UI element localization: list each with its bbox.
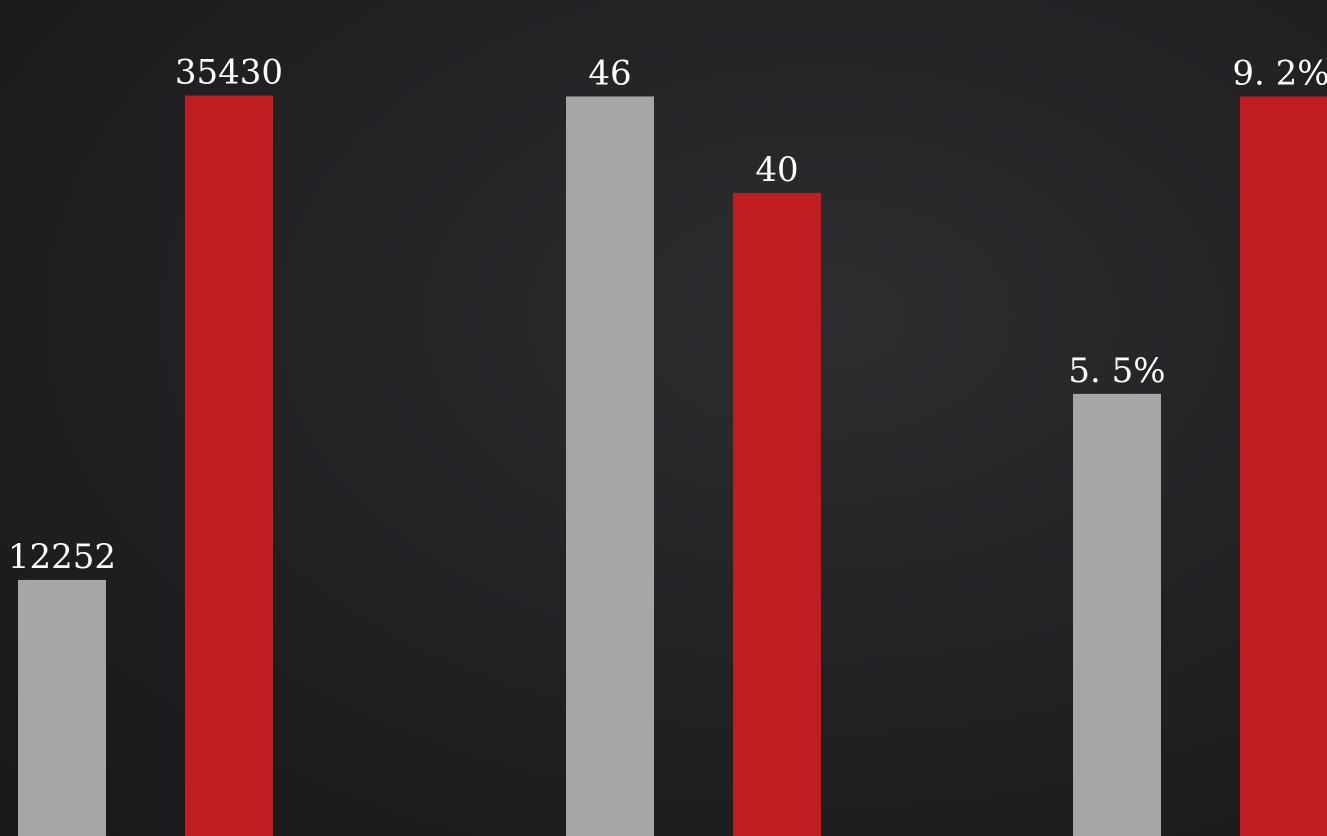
data-label-2-2: 40 [755, 150, 798, 190]
data-label-3-1: 5. 5% [1068, 351, 1165, 391]
bar-group-1: 12252 35430 [8, 53, 283, 836]
bar-2-2 [733, 192, 821, 836]
bar-group-2: 46 40 [566, 53, 821, 836]
bar-3-1 [1073, 393, 1161, 836]
bar-1-1 [18, 579, 106, 836]
bar-3-2 [1240, 96, 1327, 836]
data-label-3-2: 9. 2% [1232, 53, 1327, 93]
data-label-1-1: 12252 [8, 537, 116, 577]
bar-2-1 [566, 96, 654, 836]
data-label-2-1: 46 [588, 53, 631, 93]
bar-group-3: 5. 5% 9. 2% [1068, 53, 1327, 836]
bar-1-2 [185, 95, 273, 836]
data-label-1-2: 35430 [175, 53, 283, 93]
